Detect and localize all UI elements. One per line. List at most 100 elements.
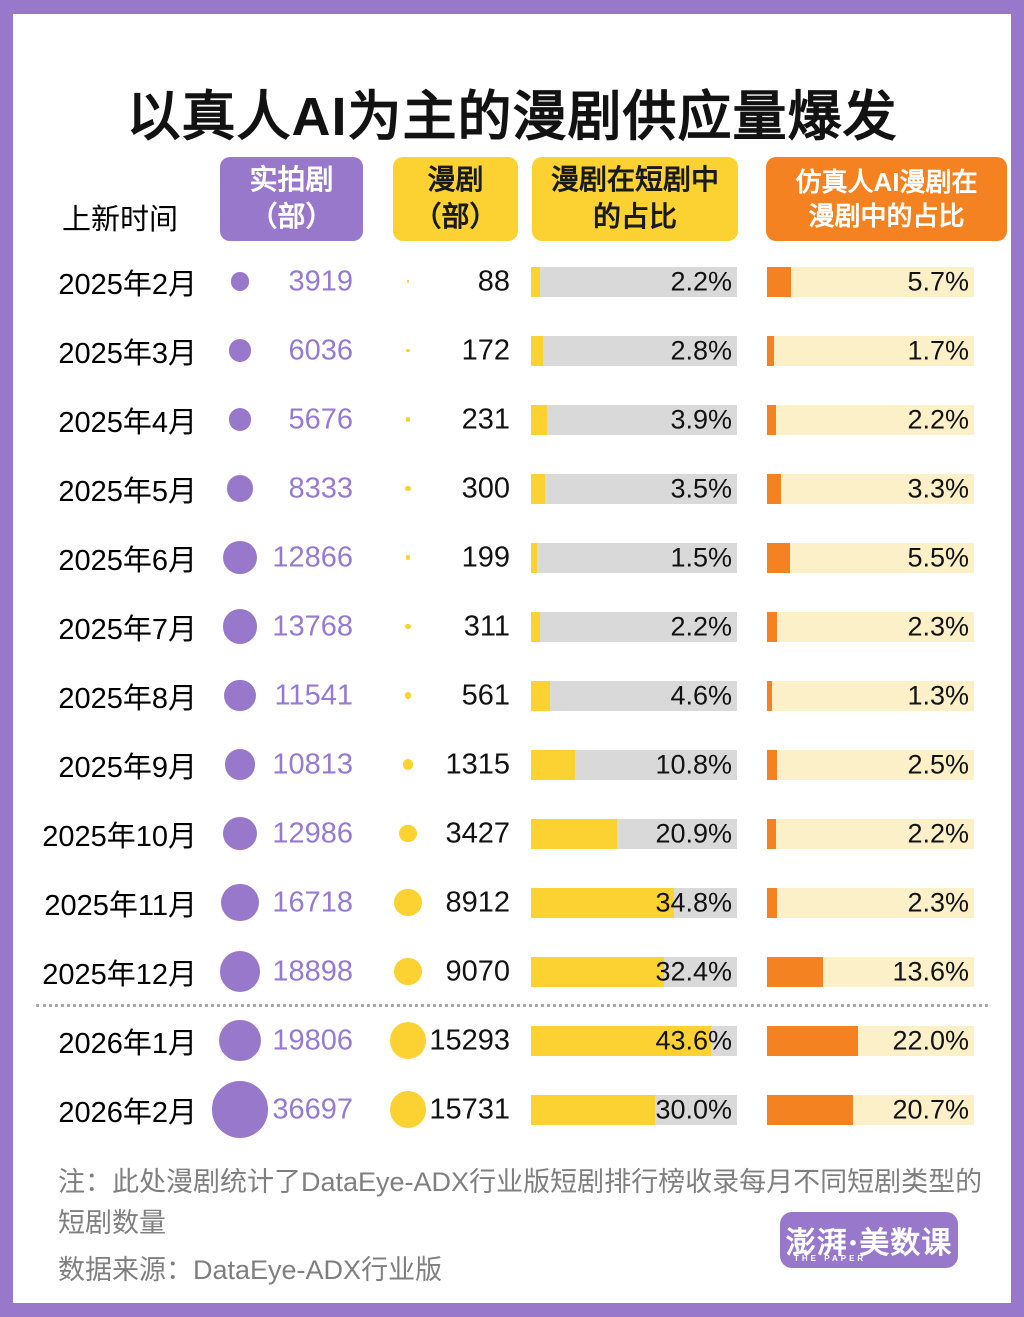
row-month-label: 2025年6月 <box>58 544 197 577</box>
live-action-count: 8333 <box>288 472 353 504</box>
comic-share-bar: 30.0% <box>531 1094 737 1125</box>
live-action-bubble <box>211 1081 269 1138</box>
ai-share-fill <box>767 611 777 642</box>
data-rows: 2025年2月 3919 88 2.2% 5.7% 2025年3月 6036 1… <box>0 247 1024 1144</box>
comic-bubble <box>404 692 412 699</box>
comic-bubble <box>399 824 417 843</box>
column-header-comic: 漫剧 （部） <box>393 157 518 241</box>
comic-count: 561 <box>461 679 510 711</box>
ai-share-value: 2.5% <box>907 749 969 779</box>
live-action-bubble <box>223 540 257 575</box>
ai-share-bar: 5.5% <box>767 542 974 573</box>
comic-share-fill <box>531 335 543 366</box>
row-month-label: 2025年8月 <box>58 682 197 715</box>
comic-share-value: 30.0% <box>655 1094 732 1124</box>
comic-count: 172 <box>461 334 510 366</box>
comic-count: 311 <box>463 610 510 642</box>
comic-bubble <box>406 348 410 353</box>
comic-share-bar: 1.5% <box>531 542 737 573</box>
ai-share-fill <box>767 1094 853 1125</box>
column-header-live-action: 实拍剧 （部） <box>220 157 363 241</box>
table-row: 2025年7月 13768 311 2.2% 2.3% <box>0 592 1024 661</box>
row-month-label: 2025年10月 <box>42 820 197 853</box>
table-row: 2025年6月 12866 199 1.5% 5.5% <box>0 523 1024 592</box>
comic-share-value: 10.8% <box>655 749 732 779</box>
comic-share-fill <box>531 542 538 573</box>
logo-text: 澎湃·美数课 <box>785 1226 953 1261</box>
ai-share-value: 3.3% <box>907 473 969 503</box>
ai-share-fill <box>767 680 773 711</box>
ai-share-value: 5.7% <box>907 266 969 296</box>
ai-share-value: 1.7% <box>907 335 969 365</box>
footnote-line-1: 注：此处漫剧统计了DataEye-ADX行业版短剧排行榜收录每月不同短剧类型的 <box>58 1167 983 1197</box>
comic-share-bar: 43.6% <box>531 1025 737 1056</box>
live-action-count: 6036 <box>288 334 353 366</box>
comic-count: 9070 <box>445 955 510 987</box>
live-action-bubble <box>221 883 259 922</box>
comic-bubble <box>406 280 410 283</box>
ai-share-bar: 2.3% <box>767 887 974 918</box>
header-line: （部） <box>413 201 498 232</box>
logo-subtext: THE PAPER <box>794 1254 867 1263</box>
row-month-label: 2025年11月 <box>44 889 197 922</box>
comic-bubble <box>405 555 411 560</box>
live-action-count: 10813 <box>272 748 353 780</box>
comic-share-fill <box>531 1025 711 1056</box>
comic-bubble <box>394 888 422 917</box>
comic-bubble <box>394 957 422 986</box>
table-row: 2025年5月 8333 300 3.5% 3.3% <box>0 454 1024 523</box>
header-line: （部） <box>249 201 334 232</box>
row-month-label: 2026年2月 <box>58 1096 197 1129</box>
ai-share-value: 22.0% <box>892 1025 969 1055</box>
ai-share-value: 2.3% <box>907 887 969 917</box>
live-action-count: 18898 <box>272 955 353 987</box>
comic-share-value: 1.5% <box>670 542 732 572</box>
comic-share-value: 4.6% <box>670 680 732 710</box>
ai-share-fill <box>767 542 790 573</box>
table-row: 2025年12月 18898 9070 32.4% 13.6% <box>0 937 1024 1006</box>
comic-share-bar: 4.6% <box>531 680 737 711</box>
comic-bubble <box>405 623 411 630</box>
ai-share-fill <box>767 818 777 849</box>
column-header-ai-share: 仿真人AI漫剧在 漫剧中的占比 <box>766 157 1007 241</box>
row-month-label: 2025年4月 <box>58 406 197 439</box>
ai-share-value: 2.2% <box>907 404 969 434</box>
live-action-bubble <box>222 609 258 644</box>
comic-share-bar: 20.9% <box>531 818 737 849</box>
column-header-comic-share: 漫剧在短剧中 的占比 <box>532 157 738 241</box>
live-action-bubble <box>228 408 252 431</box>
live-action-bubble <box>223 816 257 851</box>
comic-share-value: 3.5% <box>670 473 732 503</box>
logo-the-paper: 澎湃·美数课 THE PAPER <box>780 1212 958 1268</box>
ai-share-fill <box>767 956 824 987</box>
comic-bubble <box>405 417 411 422</box>
comic-bubble <box>402 759 414 770</box>
year-divider <box>36 1004 988 1007</box>
ai-share-fill <box>767 473 781 504</box>
comic-share-bar: 3.9% <box>531 404 737 435</box>
comic-bubble <box>405 485 411 492</box>
live-action-bubble <box>224 679 256 712</box>
comic-share-bar: 3.5% <box>531 473 737 504</box>
header-line: 的占比 <box>592 201 677 232</box>
ai-share-bar: 2.5% <box>767 749 974 780</box>
live-action-bubble <box>230 272 250 291</box>
comic-count: 8912 <box>445 886 510 918</box>
comic-share-bar: 2.8% <box>531 335 737 366</box>
ai-share-value: 2.2% <box>907 818 969 848</box>
live-action-bubble <box>219 951 261 992</box>
comic-count: 3427 <box>445 817 510 849</box>
comic-share-bar: 32.4% <box>531 956 737 987</box>
live-action-bubble <box>226 475 254 502</box>
comic-share-fill <box>531 818 618 849</box>
ai-share-bar: 20.7% <box>767 1094 974 1125</box>
live-action-bubble <box>228 339 252 362</box>
ai-share-fill <box>767 887 777 918</box>
table-row: 2025年4月 5676 231 3.9% 2.2% <box>0 385 1024 454</box>
comic-bubble <box>389 1022 427 1059</box>
comic-count: 231 <box>461 403 510 435</box>
comic-share-fill <box>531 749 576 780</box>
column-header-time: 上新时间 <box>62 204 179 236</box>
table-row: 2026年2月 36697 15731 30.0% 20.7% <box>0 1075 1024 1144</box>
